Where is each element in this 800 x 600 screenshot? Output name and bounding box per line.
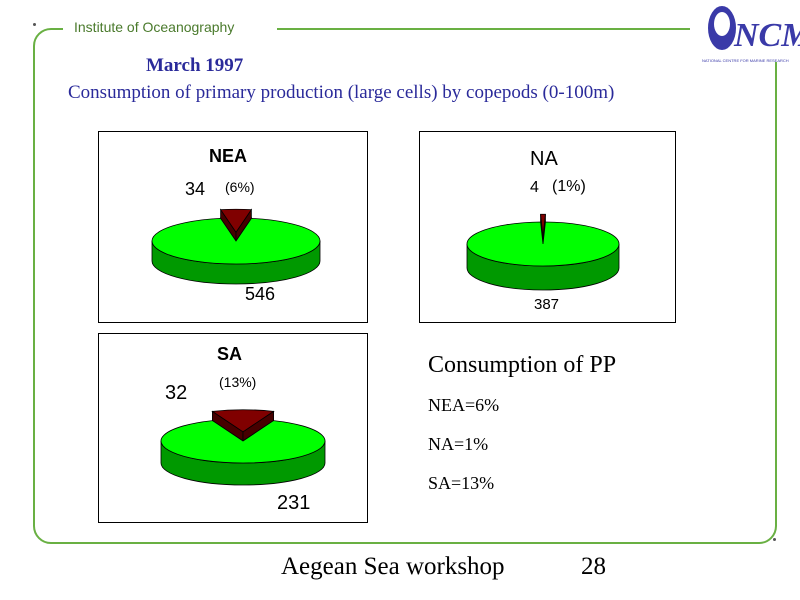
chart-na: NA 4 (1%) 387 (419, 131, 676, 323)
chart-na-percent: (1%) (552, 178, 586, 195)
slide-title-date: March 1997 (146, 55, 244, 76)
page-number: 28 (581, 553, 606, 580)
pie-slice-not-consumed (151, 217, 321, 285)
chart-sa-small-value: 32 (165, 382, 188, 404)
institute-label: Institute of Oceanography (74, 19, 235, 35)
corner-dot (33, 23, 36, 26)
chart-nea-title: NEA (209, 146, 248, 166)
summary-item-nea: NEA=6% (428, 395, 500, 415)
logo-emblem-face (714, 12, 730, 36)
pie-slice-not-consumed (160, 419, 326, 486)
summary-panel: Consumption of PP NEA=6% NA=1% SA=13% (428, 352, 616, 512)
summary-item-sa: SA=13% (428, 473, 495, 493)
ncmr-logo: NCMR NATIONAL CENTRE FOR MARINE RESEARCH (702, 6, 800, 63)
frame-gap (63, 20, 277, 38)
chart-nea-large-value: 546 (245, 284, 276, 304)
chart-na-small-value: 4 (530, 179, 539, 196)
chart-sa: SA 32 (13%) 231 (98, 333, 368, 523)
corner-dot (773, 538, 776, 541)
footer-text: Aegean Sea workshop (281, 553, 505, 580)
logo-text: NCMR (733, 17, 800, 54)
pie-slice-not-consumed (466, 221, 620, 291)
chart-sa-pie (160, 409, 326, 486)
chart-sa-percent: (13%) (219, 374, 257, 390)
chart-na-title: NA (530, 148, 558, 170)
chart-nea-percent: (6%) (225, 179, 255, 195)
chart-sa-title: SA (217, 344, 243, 364)
slide-title: Consumption of primary production (large… (68, 82, 615, 103)
summary-item-na: NA=1% (428, 434, 489, 454)
chart-sa-large-value: 231 (277, 492, 311, 514)
slide-frame (33, 28, 777, 544)
chart-na-pie (466, 213, 620, 291)
summary-heading: Consumption of PP (428, 352, 617, 378)
chart-nea: NEA 34 (6%) 546 (98, 131, 368, 323)
chart-na-large-value: 387 (534, 296, 560, 313)
chart-nea-pie (151, 208, 321, 285)
chart-nea-small-value: 34 (185, 179, 206, 199)
logo-subtext: NATIONAL CENTRE FOR MARINE RESEARCH (702, 58, 789, 63)
frame-gap-logo (690, 10, 800, 62)
